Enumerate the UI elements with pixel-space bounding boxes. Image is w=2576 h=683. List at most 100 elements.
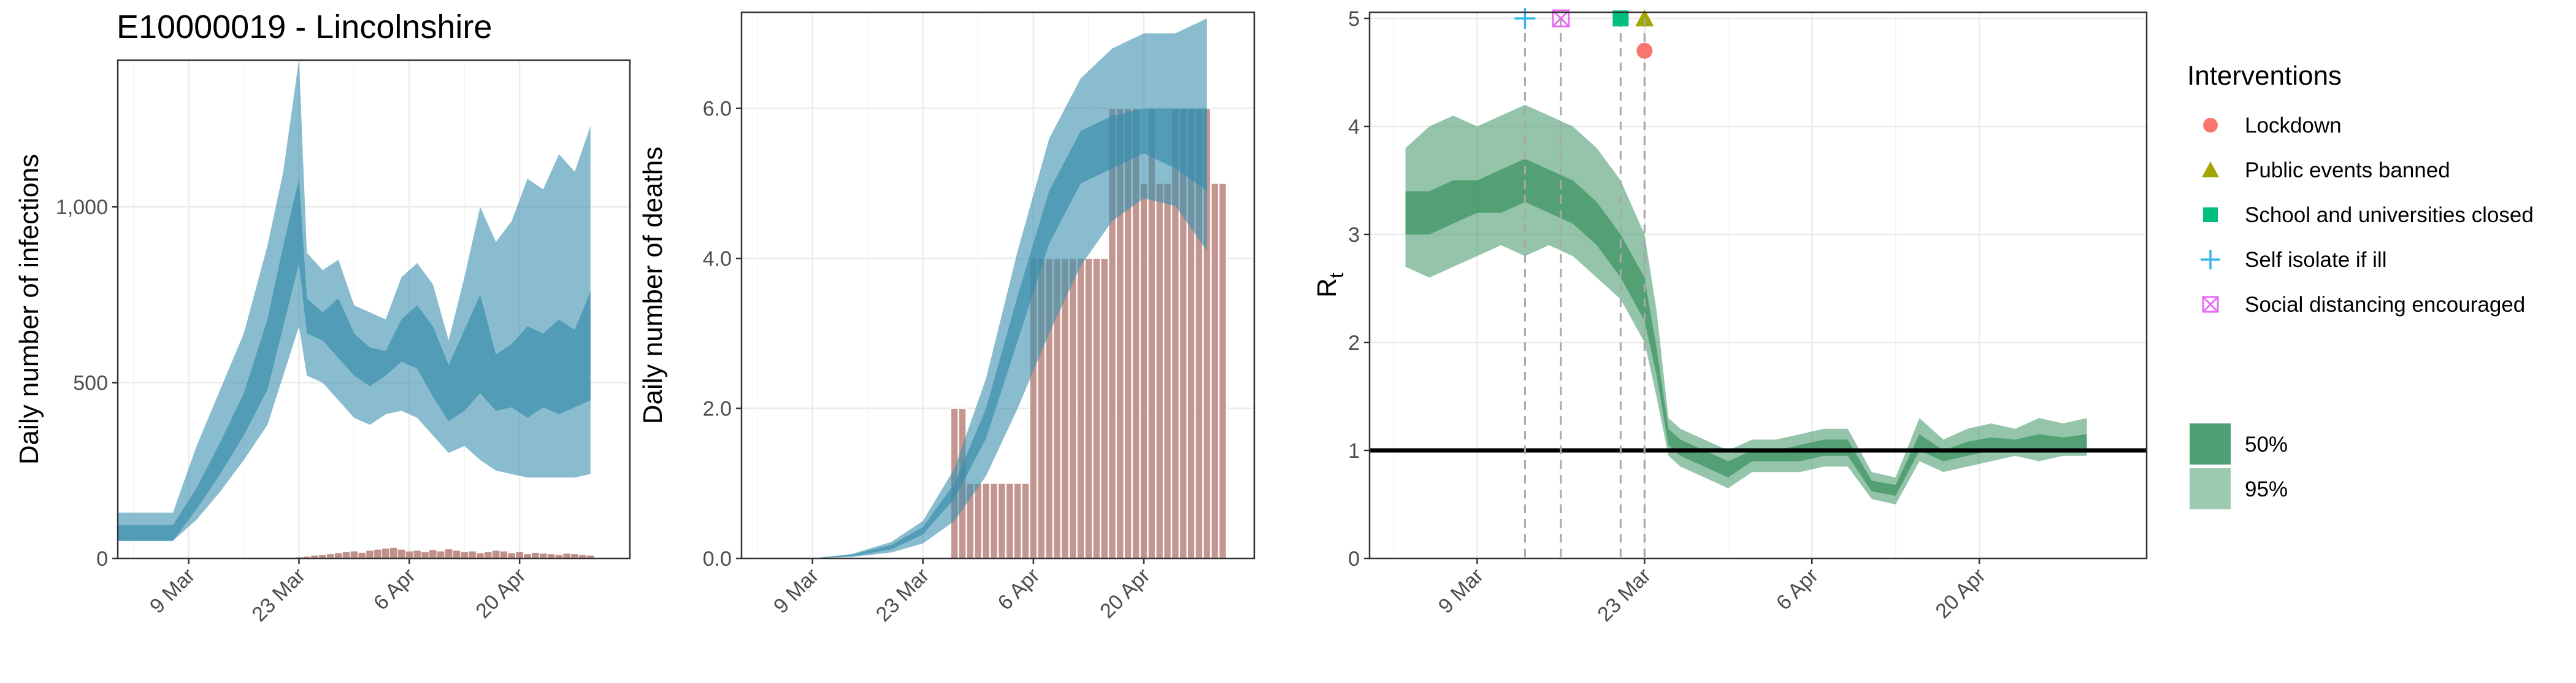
y-axis-label-subscript: t <box>1325 272 1347 278</box>
case-bar <box>539 553 547 558</box>
panel-border <box>117 59 631 560</box>
legend-band-swatch <box>2190 423 2231 465</box>
death-bar <box>1068 258 1077 559</box>
x-tick-label: 20 Apr <box>471 564 530 623</box>
death-bar <box>1092 258 1101 559</box>
y-tick-label: 1,000 <box>56 196 108 219</box>
lockdown-marker-icon <box>1636 42 1653 59</box>
x-axis-ticks: 9 Mar 23 Mar 6 Apr 20 Apr <box>1434 558 1990 626</box>
ci-50-band <box>118 179 591 541</box>
x-tick-label: 6 Apr <box>369 564 420 615</box>
y-tick-label: 2.0 <box>703 398 732 421</box>
legend: Interventions Lockdown Public events banne… <box>2187 61 2534 509</box>
legend-band-label: 50% <box>2245 433 2288 457</box>
triangle-marker-icon <box>1635 9 1654 26</box>
case-bar <box>571 554 578 558</box>
x-tick-label: 23 Mar <box>1593 564 1655 627</box>
legend-item: School and universities closed <box>2203 203 2534 227</box>
x-tick-label: 20 Apr <box>1095 564 1154 623</box>
death-bar <box>1155 183 1164 559</box>
y-tick-label: 0 <box>1348 547 1360 571</box>
case-bar <box>516 552 523 558</box>
rt-panel: Rt 0 1 2 3 4 5 9 Mar 23 Mar 6 Apr 20 Apr <box>1312 7 2148 626</box>
death-bar <box>1140 183 1148 559</box>
x-axis-ticks: 9 Mar 23 Mar 6 Apr 20 Apr <box>145 558 531 626</box>
legend-band: 95% <box>2190 468 2288 509</box>
case-bar <box>477 553 484 558</box>
death-bar <box>982 483 991 559</box>
legend-item-label: Self isolate if ill <box>2245 248 2386 272</box>
y-axis-ticks: 0 500 1,000 <box>56 196 118 571</box>
death-bar <box>1021 483 1030 559</box>
case-bar <box>461 552 469 558</box>
legend-item: Self isolate if ill <box>2201 248 2386 272</box>
x-tick-label: 23 Mar <box>247 564 310 627</box>
boxcross-d2 <box>2202 296 2219 313</box>
legend-band: 50% <box>2190 423 2288 465</box>
x-tick-label: 9 Mar <box>145 564 199 618</box>
case-bar <box>374 549 381 558</box>
boxcross-marker-icon <box>2202 296 2219 313</box>
case-bar <box>311 555 318 558</box>
y-axis-label: Daily number of deaths <box>638 147 668 424</box>
case-bars <box>295 547 594 558</box>
death-bar <box>1076 258 1085 559</box>
case-bar <box>586 555 594 558</box>
y-axis-label: Daily number of infections <box>14 154 44 465</box>
case-bar <box>421 552 429 558</box>
legend-item: Public events banned <box>2202 158 2450 182</box>
legend-item-label: Public events banned <box>2245 158 2450 182</box>
case-bar <box>358 552 366 558</box>
y-tick-label: 1 <box>1348 439 1360 463</box>
y-tick-label: 4 <box>1348 115 1360 139</box>
lockdown-marker-icon <box>2203 118 2218 133</box>
case-bar <box>532 552 539 558</box>
boxcross-d2 <box>1552 9 1570 28</box>
legend-item: Social distancing encouraged <box>2202 293 2525 317</box>
legend-band-swatch <box>2190 468 2231 509</box>
x-axis-ticks: 9 Mar 23 Mar 6 Apr 20 Apr <box>769 558 1155 626</box>
case-bar <box>563 553 571 558</box>
case-bar <box>429 550 437 558</box>
case-bar <box>500 551 508 558</box>
y-tick-label: 0 <box>96 547 108 571</box>
boxcross-marker-icon <box>1552 9 1570 28</box>
plus-marker-icon <box>1514 8 1536 29</box>
legend-item-label: Social distancing encouraged <box>2245 293 2525 317</box>
legend-item-label: Lockdown <box>2245 114 2342 137</box>
legend-item-label: School and universities closed <box>2245 203 2534 227</box>
gridlines <box>1370 12 2147 560</box>
boxcross-box <box>1552 9 1570 28</box>
x-tick-label: 20 Apr <box>1931 564 1990 623</box>
case-bar <box>508 553 516 558</box>
square-marker-icon <box>2203 207 2218 222</box>
x-tick-label: 23 Mar <box>872 564 934 627</box>
death-bar <box>1100 258 1109 559</box>
case-bar <box>547 554 555 558</box>
death-bar <box>1163 183 1172 559</box>
case-bar <box>453 550 461 558</box>
death-bar <box>1084 258 1093 559</box>
case-bar <box>397 549 405 558</box>
y-axis-label-main: R <box>1312 278 1342 298</box>
intervention-markers <box>1514 8 1654 558</box>
case-bar <box>342 552 350 558</box>
case-bar <box>413 550 421 558</box>
case-bar <box>327 554 334 558</box>
death-bar <box>1013 483 1022 559</box>
death-bar <box>1211 183 1219 559</box>
x-tick-label: 6 Apr <box>1772 564 1823 615</box>
y-axis-ticks: 0.0 2.0 4.0 6.0 <box>703 98 742 571</box>
legend-title: Interventions <box>2187 61 2342 91</box>
y-tick-label: 0.0 <box>703 547 732 571</box>
triangle-marker-icon <box>2202 161 2219 177</box>
death-bar <box>974 483 983 559</box>
case-bar <box>350 551 358 558</box>
case-bar <box>469 551 476 558</box>
case-bar <box>405 551 413 558</box>
legend-item: Lockdown <box>2203 114 2342 137</box>
death-bar <box>1005 483 1014 559</box>
y-tick-label: 2 <box>1348 331 1360 355</box>
case-bar <box>555 555 563 558</box>
